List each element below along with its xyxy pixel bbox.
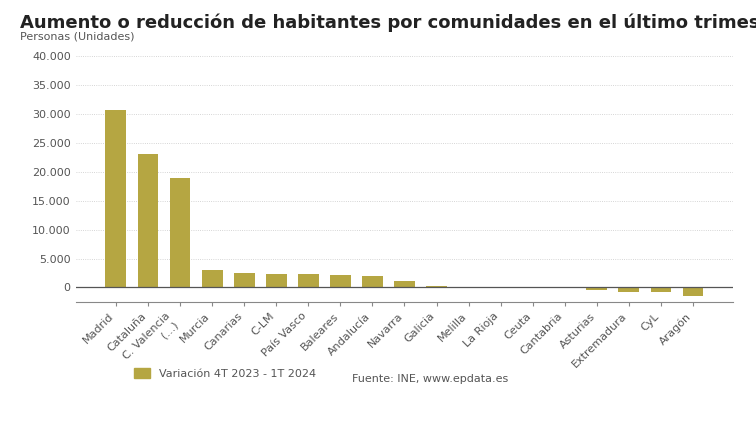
Bar — [458, 286, 479, 287]
Bar — [298, 274, 319, 287]
Text: Fuente: INE, www.epdata.es: Fuente: INE, www.epdata.es — [352, 374, 508, 384]
Bar — [394, 281, 415, 287]
Bar — [234, 273, 255, 287]
Text: Personas (Unidades): Personas (Unidades) — [20, 32, 135, 42]
Bar — [106, 110, 126, 287]
Bar — [426, 286, 447, 287]
Bar — [138, 155, 159, 287]
Bar — [330, 275, 351, 287]
Bar — [650, 287, 671, 292]
Bar — [266, 274, 287, 287]
Bar — [618, 287, 640, 292]
Bar — [169, 178, 191, 287]
Legend: Variación 4T 2023 - 1T 2024: Variación 4T 2023 - 1T 2024 — [134, 369, 317, 379]
Title: Aumento o reducción de habitantes por comunidades en el último trimestre: Aumento o reducción de habitantes por co… — [20, 13, 756, 32]
Bar — [683, 287, 703, 296]
Bar — [202, 270, 222, 287]
Bar — [362, 276, 383, 287]
Bar — [587, 287, 607, 290]
